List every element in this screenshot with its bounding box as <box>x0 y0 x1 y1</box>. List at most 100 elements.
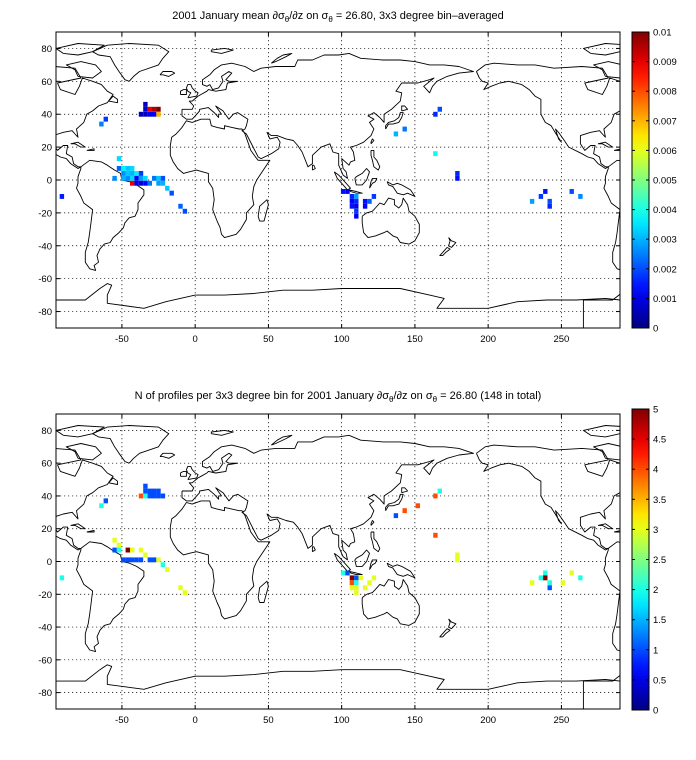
data-cell <box>354 575 359 581</box>
coastline-segment <box>597 523 614 530</box>
data-cell <box>130 180 135 186</box>
x-tick-label: -50 <box>115 715 129 726</box>
data-cell <box>156 106 161 112</box>
coastline-segment <box>257 199 269 222</box>
coastline-segment <box>369 559 378 570</box>
data-cell <box>182 590 188 596</box>
x-tick-label: 150 <box>407 334 423 345</box>
data-cells <box>59 101 583 219</box>
data-cell <box>143 488 148 494</box>
colorbar-tick-label: 0.003 <box>653 235 677 246</box>
data-cell <box>121 175 126 181</box>
coastline-segment <box>385 493 404 511</box>
data-cell <box>160 493 166 499</box>
colorbar-tick-label: 5 <box>653 405 658 416</box>
data-cell <box>138 111 144 117</box>
data-cell <box>134 557 139 563</box>
coastline-segment <box>210 47 234 54</box>
data-cell <box>354 590 359 596</box>
data-cell <box>138 493 144 499</box>
data-cell <box>349 198 355 204</box>
data-cell <box>143 483 148 489</box>
colorbar-tick-label: 0.008 <box>653 87 677 98</box>
data-cell <box>125 175 130 181</box>
coastline <box>56 425 620 709</box>
colorbar: 0 0.5 1 1.5 2 2.5 3 3.5 4 4.5 5 <box>631 405 666 717</box>
data-cell <box>125 166 130 171</box>
chart-panel-2: N of profiles per 3x3 degree bin for 200… <box>38 390 666 726</box>
data-cell <box>393 513 399 519</box>
data-cell <box>116 156 122 162</box>
data-cell <box>437 106 442 112</box>
colorbar-tick-label: 1.5 <box>653 615 666 626</box>
data-cell <box>152 111 157 117</box>
data-cell <box>569 189 574 194</box>
data-cell <box>354 213 359 219</box>
coastline-segment <box>614 148 620 151</box>
data-cell <box>156 111 161 117</box>
y-tick-label: 40 <box>41 491 52 502</box>
y-tick-label: 0 <box>47 176 52 187</box>
coastline-segment <box>271 52 293 64</box>
data-cell <box>371 575 377 581</box>
data-cell <box>354 585 359 591</box>
colorbar-tick-label: 2.5 <box>653 555 666 566</box>
data-cell <box>130 171 135 176</box>
data-cell <box>165 567 170 573</box>
colorbar-tick-label: 0.007 <box>653 116 677 127</box>
coastline-segment <box>582 425 620 438</box>
coastline-segment <box>169 500 271 620</box>
y-tick-label: -80 <box>38 307 52 318</box>
data-cell <box>354 198 359 204</box>
data-cell <box>134 180 139 186</box>
data-cell <box>121 166 126 171</box>
data-cell <box>345 570 350 576</box>
coastline-segment <box>56 664 620 709</box>
data-cell <box>538 194 544 199</box>
data-cell <box>569 570 574 576</box>
coastline-segment <box>257 580 269 603</box>
x-tick-label: 250 <box>553 715 569 726</box>
coastline-segment <box>369 177 378 189</box>
data-cell <box>349 580 355 586</box>
colorbar-gradient <box>632 409 649 710</box>
coastline-segment <box>185 84 199 99</box>
data-cell <box>156 493 161 499</box>
data-cell <box>547 198 552 204</box>
coastline-segment <box>56 448 114 551</box>
data-cell <box>147 488 152 494</box>
data-cell <box>455 557 460 563</box>
coastline-segment <box>348 189 363 194</box>
coastline-segment <box>614 530 620 533</box>
coastline-segment <box>475 444 620 551</box>
data-cell <box>143 180 148 186</box>
data-cell <box>455 552 460 558</box>
y-tick-label: -20 <box>38 208 52 219</box>
coastline-segment <box>181 52 474 179</box>
data-cell <box>354 580 359 586</box>
data-cell <box>152 557 157 563</box>
data-cell <box>116 542 122 548</box>
colorbar-tick-label: 4 <box>653 465 658 476</box>
data-cell <box>547 203 552 209</box>
y-tick-label: 80 <box>41 44 52 55</box>
data-cell <box>143 175 148 181</box>
data-cell <box>143 101 148 107</box>
coastline-segment <box>597 141 614 148</box>
coastline-segment <box>56 425 105 438</box>
coastline-segment <box>108 477 118 485</box>
coastline-segment <box>185 465 199 481</box>
colorbar-tick-label: 0.001 <box>653 294 677 305</box>
coastline-segment <box>159 71 176 77</box>
coastline-segment <box>348 570 363 576</box>
data-cell <box>99 121 104 127</box>
data-cell <box>125 171 130 176</box>
data-cell <box>455 175 460 181</box>
coastline-segment <box>92 425 170 464</box>
data-cell <box>578 194 583 199</box>
data-cell <box>349 194 355 199</box>
coastline-segment <box>386 562 416 579</box>
coastline-segment <box>593 443 620 461</box>
data-cell <box>134 175 139 181</box>
coastline-segment <box>370 149 381 171</box>
